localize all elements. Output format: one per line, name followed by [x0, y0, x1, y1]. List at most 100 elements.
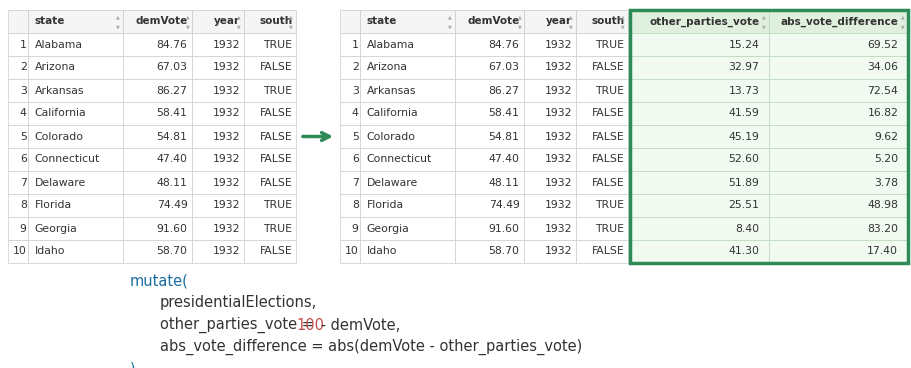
Text: 10: 10 [344, 247, 358, 256]
Bar [192, 79, 244, 102]
Text: TRUE: TRUE [595, 201, 624, 210]
Bar [123, 56, 192, 79]
Text: FALSE: FALSE [260, 131, 292, 142]
Text: 1932: 1932 [213, 39, 241, 50]
Text: TRUE: TRUE [595, 223, 624, 234]
Bar [244, 148, 296, 171]
Text: FALSE: FALSE [260, 177, 292, 188]
Text: 3.78: 3.78 [874, 177, 897, 188]
Bar [768, 79, 907, 102]
Bar [630, 240, 768, 263]
Bar [123, 102, 192, 125]
Text: 4: 4 [352, 109, 358, 118]
Bar [244, 33, 296, 56]
Bar [192, 194, 244, 217]
Text: ▼: ▼ [237, 24, 241, 29]
Text: 7: 7 [20, 177, 26, 188]
Text: 41.59: 41.59 [728, 109, 759, 118]
Text: 5.20: 5.20 [873, 155, 897, 164]
Bar [244, 240, 296, 263]
Text: 47.40: 47.40 [488, 155, 519, 164]
Bar [244, 79, 296, 102]
Text: presidentialElections,: presidentialElections, [159, 296, 317, 311]
Bar [123, 171, 192, 194]
Text: year: year [546, 17, 572, 26]
Bar [8, 56, 28, 79]
Bar [455, 102, 524, 125]
Text: 83.20: 83.20 [866, 223, 897, 234]
Text: state: state [366, 17, 397, 26]
Bar [576, 171, 628, 194]
Text: 1932: 1932 [545, 85, 572, 96]
Text: ▲: ▲ [117, 15, 120, 20]
Bar [576, 33, 628, 56]
Bar [28, 79, 123, 102]
Bar [340, 217, 360, 240]
Text: FALSE: FALSE [591, 131, 624, 142]
Text: FALSE: FALSE [591, 155, 624, 164]
Bar [455, 10, 524, 33]
Text: FALSE: FALSE [591, 247, 624, 256]
Text: 1932: 1932 [545, 109, 572, 118]
Text: 1932: 1932 [213, 223, 241, 234]
Bar [123, 240, 192, 263]
Text: 6: 6 [352, 155, 358, 164]
Text: 4: 4 [20, 109, 26, 118]
Bar [192, 56, 244, 79]
Bar [630, 56, 768, 79]
Text: 1932: 1932 [213, 177, 241, 188]
Text: state: state [35, 17, 65, 26]
Text: 10: 10 [13, 247, 26, 256]
Text: ▲: ▲ [185, 15, 189, 20]
Bar [768, 171, 907, 194]
Text: demVote: demVote [135, 17, 188, 26]
Text: FALSE: FALSE [260, 247, 292, 256]
Text: ▲: ▲ [448, 15, 452, 20]
Bar [360, 240, 455, 263]
Bar [360, 10, 455, 33]
Bar [192, 125, 244, 148]
Bar [8, 194, 28, 217]
Bar [630, 10, 907, 263]
Text: 58.41: 58.41 [157, 109, 188, 118]
Text: Delaware: Delaware [35, 177, 86, 188]
Text: 1932: 1932 [545, 39, 572, 50]
Text: Florida: Florida [366, 201, 404, 210]
Text: 91.60: 91.60 [488, 223, 519, 234]
Bar [192, 240, 244, 263]
Text: 48.11: 48.11 [157, 177, 188, 188]
Text: ▲: ▲ [900, 15, 904, 20]
Bar [524, 217, 576, 240]
Bar [768, 125, 907, 148]
Text: 54.81: 54.81 [157, 131, 188, 142]
Bar [244, 217, 296, 240]
Bar [340, 148, 360, 171]
Bar [244, 56, 296, 79]
Text: 1932: 1932 [213, 247, 241, 256]
Bar [340, 79, 360, 102]
Bar [123, 217, 192, 240]
Text: 100: 100 [296, 318, 324, 333]
Bar [28, 217, 123, 240]
Bar [630, 10, 768, 33]
Text: 34.06: 34.06 [866, 63, 897, 72]
Text: FALSE: FALSE [260, 63, 292, 72]
Text: 7: 7 [352, 177, 358, 188]
Text: 8.40: 8.40 [734, 223, 759, 234]
Text: 74.49: 74.49 [157, 201, 188, 210]
Text: Delaware: Delaware [366, 177, 417, 188]
Bar [8, 148, 28, 171]
Text: Connecticut: Connecticut [366, 155, 432, 164]
Bar [192, 102, 244, 125]
Text: Georgia: Georgia [366, 223, 409, 234]
Text: 2: 2 [20, 63, 26, 72]
Bar [360, 194, 455, 217]
Bar [524, 10, 576, 33]
Text: Arizona: Arizona [35, 63, 76, 72]
Text: ▲: ▲ [620, 15, 624, 20]
Text: 58.70: 58.70 [488, 247, 519, 256]
Bar [192, 217, 244, 240]
Bar [360, 102, 455, 125]
Bar [768, 10, 907, 33]
Text: 51.89: 51.89 [728, 177, 759, 188]
